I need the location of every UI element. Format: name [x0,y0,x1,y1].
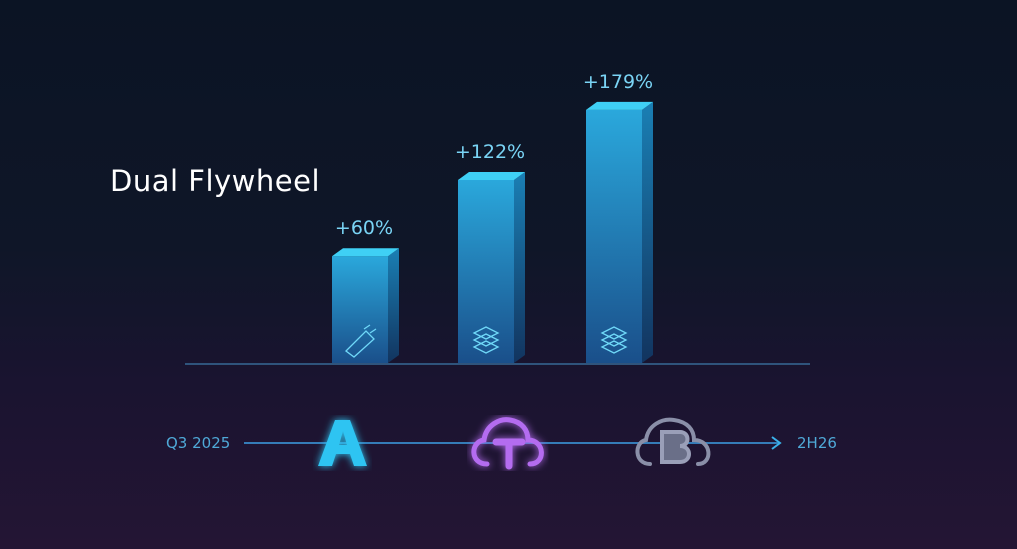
chip-icon [345,324,377,358]
timeline-end-label: 2H26 [797,434,837,452]
timeline [244,417,782,470]
bar [332,248,399,363]
server-stack-icon [600,326,628,354]
arrow-right-icon [771,436,782,450]
timeline-start-label: Q3 2025 [166,434,231,452]
bar-data-label: +122% [455,141,525,163]
bar-top [332,248,399,257]
bar-top [458,171,525,180]
bar-front [586,109,642,363]
bar-front [458,179,514,363]
cloud-b-icon [635,417,711,466]
bar-front [332,256,388,363]
bar [458,171,525,363]
bar-top [586,101,653,110]
bar-data-label: +179% [583,71,653,93]
bar-data-label: +60% [335,217,393,239]
server-stack-icon [472,326,500,354]
bar [586,101,653,363]
cloud-t-icon [471,417,544,470]
bar-side [388,248,399,363]
bar-side [642,101,653,363]
bar-side [514,171,525,363]
chart-title: Dual Flywheel [110,164,320,198]
letter-a-icon [318,420,367,466]
